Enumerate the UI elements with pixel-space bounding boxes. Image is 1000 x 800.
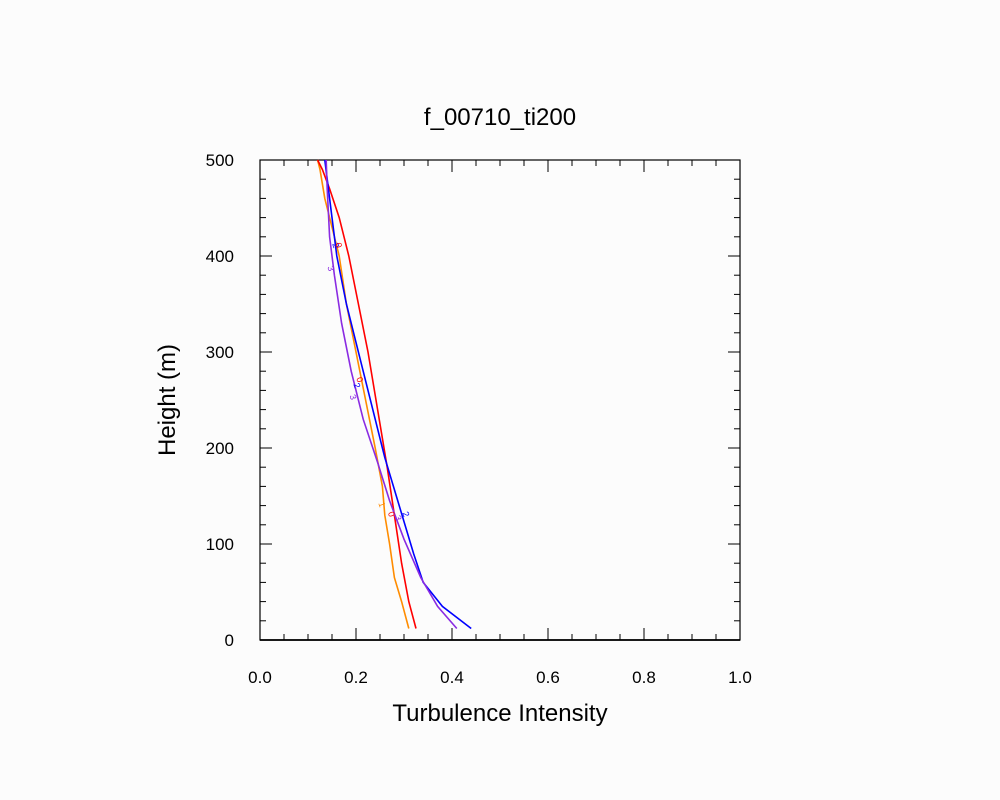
series-inline-label: 3 bbox=[325, 264, 336, 272]
series-inline-label: 2 bbox=[400, 510, 411, 518]
y-tick-label: 300 bbox=[206, 343, 234, 362]
x-tick-label: 0.4 bbox=[440, 668, 464, 687]
series-inline-label: 0 bbox=[333, 241, 344, 249]
series-inline-label: 3 bbox=[348, 393, 359, 401]
series-inline-label: 2 bbox=[330, 241, 341, 249]
series-line-0 bbox=[316, 159, 417, 629]
y-axis-title: Height (m) bbox=[154, 344, 181, 456]
series-inline-label: 1 bbox=[376, 501, 387, 509]
series-inline-label: 0 bbox=[354, 376, 365, 384]
plot-area: 0.0 0.2 0.4 0.6 0.8 1.00100200300400500203023… bbox=[206, 151, 752, 687]
x-tick-label: 0.8 bbox=[632, 668, 656, 687]
x-tick-label: 1.0 bbox=[728, 668, 752, 687]
series-inline-label: 3 bbox=[393, 514, 404, 522]
y-tick-label: 400 bbox=[206, 247, 234, 266]
plot-frame bbox=[259, 159, 741, 641]
series-inline-label: 2 bbox=[351, 381, 362, 389]
series-line-3 bbox=[325, 159, 458, 630]
x-tick-label: 0.2 bbox=[344, 668, 368, 687]
x-tick-label: 0.0 bbox=[248, 668, 272, 687]
y-tick-label: 200 bbox=[206, 439, 234, 458]
chart-title: f_00710_ti200 bbox=[424, 104, 576, 131]
series-line-1 bbox=[316, 159, 410, 629]
y-tick-label: 100 bbox=[206, 535, 234, 554]
series-line-2 bbox=[324, 159, 472, 630]
x-axis-title: Turbulence Intensity bbox=[392, 700, 607, 727]
y-tick-label: 0 bbox=[225, 631, 234, 650]
series-inline-label: 0 bbox=[386, 510, 397, 518]
y-tick-label: 500 bbox=[206, 151, 234, 170]
x-tick-label: 0.6 bbox=[536, 668, 560, 687]
